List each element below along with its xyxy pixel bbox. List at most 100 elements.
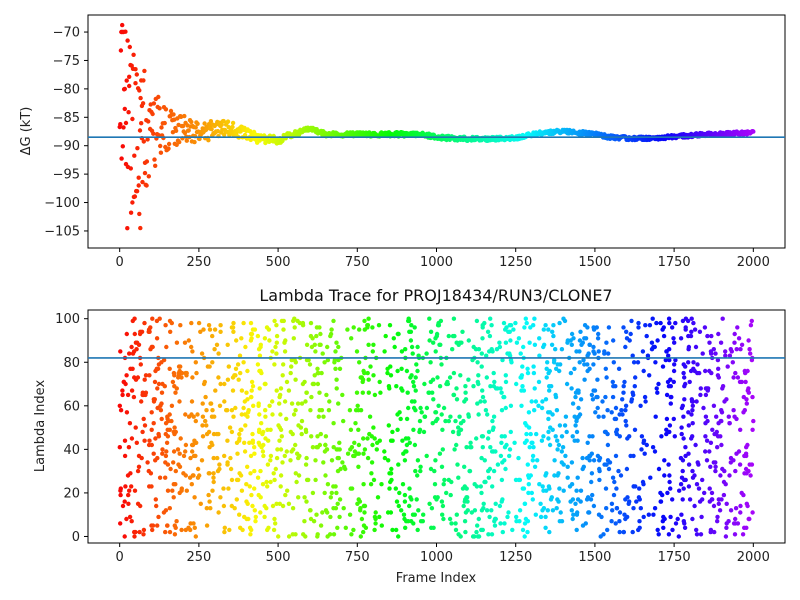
data-point <box>457 340 463 345</box>
data-point <box>397 490 402 496</box>
data-point <box>678 482 684 487</box>
data-point <box>340 460 345 465</box>
data-point <box>497 503 503 509</box>
data-point <box>151 399 157 404</box>
data-point <box>582 377 587 382</box>
data-point <box>174 386 179 391</box>
data-point <box>720 386 725 391</box>
data-point <box>258 468 263 474</box>
data-point <box>431 340 436 345</box>
data-point <box>484 353 489 358</box>
data-point <box>371 477 377 483</box>
data-point <box>556 471 561 476</box>
data-point <box>128 210 134 215</box>
data-point <box>294 479 299 485</box>
data-point <box>184 138 189 143</box>
data-point <box>379 482 384 487</box>
data-point <box>529 490 534 496</box>
data-point <box>214 342 220 347</box>
data-point <box>329 458 335 463</box>
data-point <box>172 373 177 378</box>
lambda-trace-title: Lambda Trace for PROJ18434/RUN3/CLONE7 <box>259 286 612 305</box>
data-point <box>481 506 486 511</box>
data-point <box>578 329 583 334</box>
data-point <box>479 364 484 369</box>
data-point <box>697 370 702 376</box>
data-point <box>192 438 197 443</box>
data-point <box>169 403 175 408</box>
data-point <box>441 516 446 522</box>
data-point <box>523 516 529 522</box>
data-point <box>683 445 688 450</box>
data-point <box>293 377 298 382</box>
data-point <box>574 512 580 517</box>
data-point <box>178 436 183 441</box>
y-tick-label: −90 <box>53 139 80 154</box>
data-point <box>727 421 732 426</box>
data-point <box>517 519 522 524</box>
data-point <box>707 449 712 454</box>
data-point <box>741 492 746 498</box>
data-point <box>333 349 338 354</box>
data-point <box>208 506 213 511</box>
data-point <box>526 475 532 480</box>
data-point <box>129 344 134 350</box>
data-point <box>683 316 689 321</box>
data-point <box>135 468 141 474</box>
data-point <box>690 468 695 474</box>
data-point <box>135 375 141 380</box>
data-point <box>208 119 214 124</box>
data-point <box>284 416 289 422</box>
data-point <box>493 501 498 506</box>
data-point <box>356 497 361 502</box>
data-point <box>286 534 292 539</box>
delta-g-points <box>117 22 756 231</box>
data-point <box>212 327 218 332</box>
data-point <box>327 399 332 404</box>
x-tick-label: 250 <box>186 550 211 565</box>
data-point <box>315 366 320 371</box>
data-point <box>520 527 526 533</box>
data-point <box>679 431 684 437</box>
data-point <box>679 512 684 517</box>
data-point <box>609 519 614 524</box>
data-point <box>250 431 255 437</box>
data-point <box>361 368 366 374</box>
data-point <box>388 471 394 476</box>
data-point <box>340 392 345 398</box>
data-point <box>627 434 632 439</box>
data-point <box>402 458 408 463</box>
data-point <box>412 325 417 330</box>
data-point <box>715 357 721 363</box>
data-point <box>740 532 746 537</box>
data-point <box>385 366 390 371</box>
data-point <box>268 479 273 485</box>
data-point <box>642 451 647 456</box>
data-point <box>137 211 142 217</box>
data-point <box>156 514 161 520</box>
data-point <box>406 519 411 524</box>
data-point <box>135 146 140 151</box>
data-point <box>654 320 659 326</box>
data-point <box>662 516 667 522</box>
data-point <box>540 399 545 404</box>
data-point <box>153 497 158 502</box>
data-point <box>278 484 283 489</box>
data-point <box>433 349 438 354</box>
data-point <box>503 340 509 345</box>
data-point <box>595 377 600 382</box>
data-point <box>302 379 307 385</box>
data-point <box>304 499 309 504</box>
data-point <box>666 462 671 467</box>
data-point <box>439 464 445 469</box>
data-point <box>373 521 378 526</box>
data-point <box>548 497 554 502</box>
data-point <box>663 357 668 363</box>
data-point <box>132 316 137 321</box>
data-point <box>671 368 677 374</box>
data-point <box>245 368 250 374</box>
data-point <box>196 320 202 326</box>
data-point <box>562 318 568 324</box>
data-point <box>479 434 485 439</box>
data-point <box>262 514 267 520</box>
